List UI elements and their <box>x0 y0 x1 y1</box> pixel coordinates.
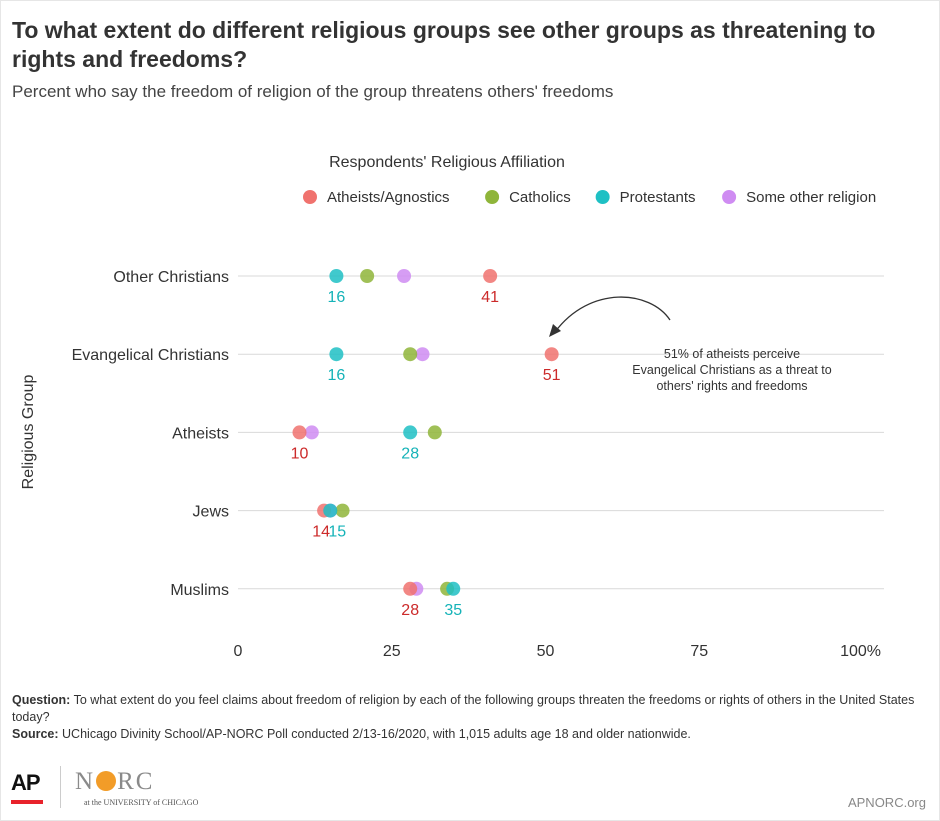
data-point <box>304 425 319 440</box>
legend: Atheists/Agnostics Catholics Protestants So… <box>303 189 876 206</box>
y-axis-label: Religious Group <box>20 375 37 490</box>
dot-plot-chart: Respondents' Religious Affiliation Athei… <box>20 154 884 660</box>
data-points <box>292 269 559 596</box>
category-label: Jews <box>193 504 229 521</box>
legend-label: Atheists/Agnostics <box>327 189 450 206</box>
legend-marker <box>303 190 317 204</box>
x-tick-label: 75 <box>690 643 708 660</box>
x-tick-label: 100% <box>840 643 881 660</box>
chart-title: To what extent do different religious gr… <box>12 17 876 72</box>
data-point <box>329 269 344 283</box>
annotation-line: others' rights and freedoms <box>656 379 807 393</box>
data-point <box>446 581 461 596</box>
annotation-arrow <box>549 296 671 337</box>
category-label: Atheists <box>172 425 229 442</box>
source-text: UChicago Divinity School/AP-NORC Poll co… <box>62 727 691 741</box>
data-point <box>335 503 350 518</box>
category-label: Other Christians <box>113 269 229 286</box>
legend-marker <box>595 190 610 204</box>
data-label: 51 <box>543 367 561 384</box>
site-url: APNORC.org <box>847 795 926 810</box>
data-point <box>403 347 418 362</box>
data-point <box>427 425 442 440</box>
annotation-text: 51% of atheists perceive Evangelical Chri… <box>632 347 831 393</box>
source-label: Source: <box>12 727 59 741</box>
legend-title: Respondents' Religious Affiliation <box>329 154 565 171</box>
data-label: 16 <box>328 367 346 384</box>
data-point <box>329 347 344 362</box>
legend-label: Some other religion <box>746 189 876 206</box>
category-label: Muslims <box>170 582 229 599</box>
data-point <box>397 269 412 283</box>
data-label: 15 <box>328 524 346 541</box>
data-label: 35 <box>444 602 462 619</box>
legend-marker <box>722 190 737 204</box>
data-point <box>292 425 307 440</box>
x-tick-label: 0 <box>234 643 243 660</box>
data-point <box>544 347 559 362</box>
footnotes: Question: To what extent do you feel cla… <box>12 692 927 743</box>
annotation-line: Evangelical Christians as a threat to <box>632 363 831 377</box>
chart-subtitle: Percent who say the freedom of religion … <box>12 82 614 101</box>
x-axis-ticks: 0 25 50 75 100% <box>234 643 881 660</box>
data-point <box>403 581 418 596</box>
norc-logo-circle <box>96 771 117 791</box>
annotation-line: 51% of atheists perceive <box>664 347 800 361</box>
norc-logo-right: RC <box>117 768 155 795</box>
question-label: Question: <box>12 693 71 707</box>
data-label: 41 <box>481 289 499 306</box>
data-label: 10 <box>291 445 309 462</box>
gridlines <box>238 275 884 590</box>
data-label: 28 <box>401 445 419 462</box>
category-labels: Other Christians Evangelical Christians At… <box>72 269 229 599</box>
data-point <box>415 347 430 362</box>
norc-logo: N RC <box>75 768 154 796</box>
question-text: To what extent do you feel claims about … <box>12 693 915 724</box>
logo-divider <box>60 766 61 808</box>
ap-logo-underline <box>11 800 43 804</box>
question-note: Question: To what extent do you feel cla… <box>12 692 927 726</box>
data-point <box>403 425 418 440</box>
data-label: 14 <box>312 524 330 541</box>
data-point <box>323 503 338 518</box>
data-label: 28 <box>401 602 419 619</box>
category-label: Evangelical Christians <box>72 347 229 364</box>
data-label: 16 <box>328 289 346 306</box>
legend-label: Catholics <box>509 189 571 206</box>
norc-logo-left: N <box>75 768 96 795</box>
legend-marker <box>485 190 500 204</box>
legend-label: Protestants <box>620 189 696 206</box>
x-tick-label: 25 <box>383 643 401 660</box>
ap-logo: AP <box>11 770 41 795</box>
source-note: Source: UChicago Divinity School/AP-NORC… <box>12 726 927 743</box>
data-point <box>483 269 498 283</box>
x-tick-label: 50 <box>537 643 555 660</box>
norc-logo-subtitle: at the UNIVERSITY of CHICAGO <box>84 798 199 807</box>
data-point <box>360 269 375 283</box>
